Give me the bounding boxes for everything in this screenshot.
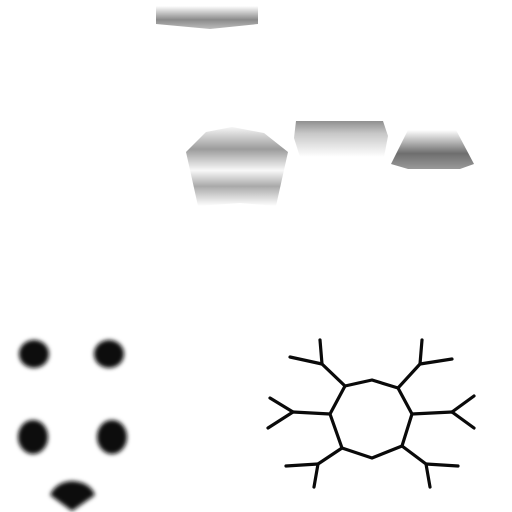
blob-lower-right bbox=[97, 420, 127, 454]
branch-upper-right bbox=[396, 338, 454, 390]
blob-upper-right bbox=[94, 340, 124, 368]
right-trapezoid-patch bbox=[391, 130, 474, 169]
branch-left bbox=[266, 396, 332, 430]
branch-right bbox=[410, 394, 476, 430]
top-strip-patch bbox=[156, 6, 258, 29]
branch-ring bbox=[266, 338, 476, 489]
blob-bottom bbox=[50, 481, 95, 511]
ring-octagon bbox=[328, 378, 414, 460]
branch-upper-left bbox=[288, 338, 347, 388]
center-right-strip-patch bbox=[294, 121, 388, 157]
branch-lower-right bbox=[400, 444, 460, 489]
branch-lower-left bbox=[284, 446, 344, 489]
blob-lower-left bbox=[18, 420, 48, 454]
center-curved-patch bbox=[186, 127, 288, 206]
blob-cluster bbox=[18, 340, 127, 511]
blob-upper-left bbox=[19, 340, 49, 368]
